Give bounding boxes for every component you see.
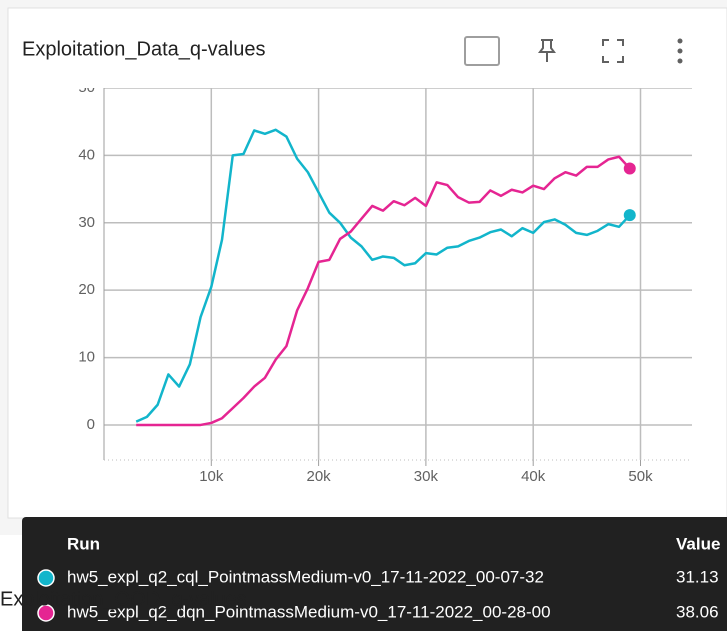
tooltip-run: hw5_expl_q2_cql_PointmassMedium-v0_17-11… — [67, 567, 544, 586]
plot: 0 10 20 30 40 50 — [78, 79, 692, 460]
y-tick-label: 10 — [78, 349, 95, 366]
axes: 10k 20k 30k 40k 50k — [103, 88, 692, 485]
tooltip-value: 38.06 — [676, 602, 719, 621]
x-tick-label: 40k — [521, 468, 546, 485]
x-tick-label: 10k — [199, 468, 224, 485]
menu-button[interactable] — [677, 38, 683, 64]
chart-title: Exploitation_Data_q-values — [22, 38, 266, 60]
y-tick-label: 0 — [87, 416, 95, 433]
chart-card — [7, 7, 727, 519]
next-card-title: Exploitation_OOD_q-values — [0, 588, 247, 610]
tooltip-header-run: Run — [67, 534, 100, 553]
pin-button[interactable] — [538, 39, 556, 62]
x-tick-label: 20k — [307, 468, 332, 485]
fit-domain-button[interactable] — [464, 36, 500, 66]
tooltip-value: 31.13 — [676, 567, 719, 586]
fullscreen-button[interactable] — [602, 39, 624, 63]
toolbar — [464, 36, 683, 66]
y-tick-label: 30 — [78, 214, 95, 231]
tooltip-box — [22, 517, 727, 631]
end-dot — [623, 162, 636, 175]
end-dot — [623, 209, 636, 222]
tooltip-run: hw5_expl_q2_dqn_PointmassMedium-v0_17-11… — [67, 602, 551, 621]
y-tick-label: 20 — [78, 281, 95, 298]
x-tick-label: 50k — [628, 468, 653, 485]
tooltip: Run Value hw5_expl_q2_cql_PointmassMediu… — [22, 517, 727, 631]
y-tick-label: 40 — [78, 146, 95, 163]
tooltip-header-value: Value — [676, 534, 720, 553]
tooltip-swatch — [37, 604, 55, 622]
series-line — [135, 128, 631, 423]
tooltip-swatch — [37, 569, 55, 587]
y-tick-label: 50 — [78, 79, 95, 96]
x-tick-label: 30k — [414, 468, 439, 485]
series-line — [136, 155, 631, 427]
